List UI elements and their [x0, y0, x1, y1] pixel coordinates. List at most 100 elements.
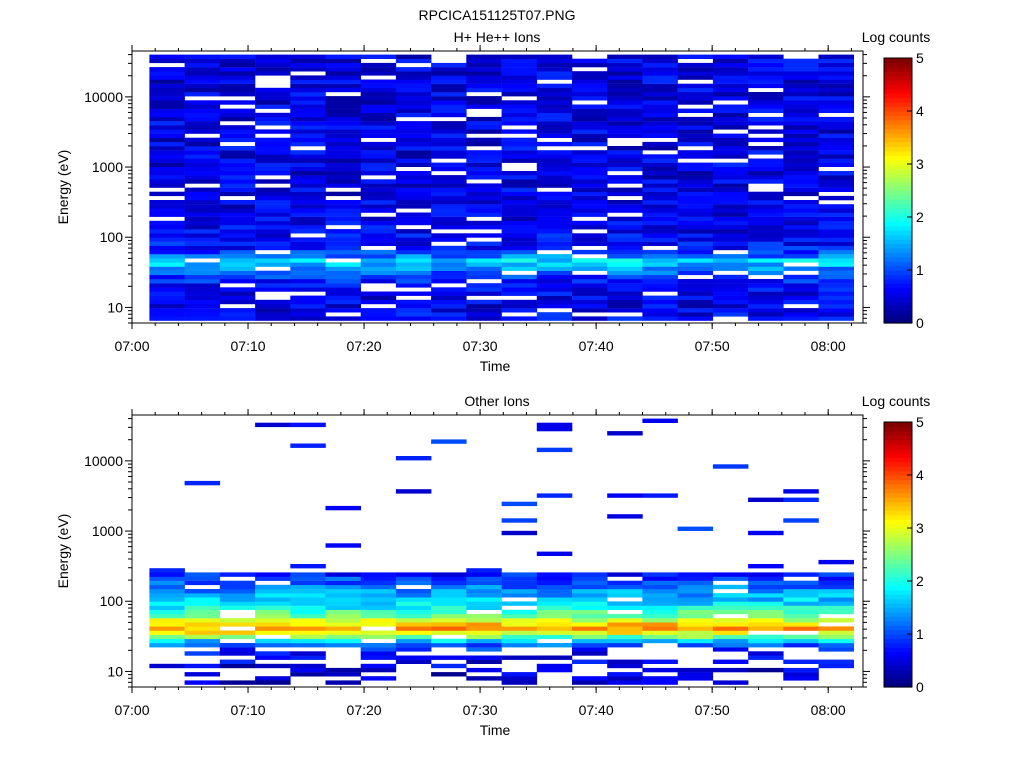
- heatmap-cell: [290, 200, 326, 205]
- heatmap-cell: [395, 303, 432, 309]
- heatmap-cell: [290, 108, 326, 113]
- heatmap-cell: [536, 162, 573, 167]
- heatmap-cell: [712, 283, 749, 288]
- heatmap-cell: [607, 601, 643, 606]
- heatmap-cell: [677, 137, 714, 143]
- heatmap-cell: [219, 154, 256, 159]
- colorbar-swatch: [884, 528, 912, 533]
- heatmap-cell: [501, 618, 538, 623]
- y-tick-label: 1000: [92, 523, 123, 539]
- heatmap-cell: [431, 154, 467, 159]
- heatmap-cell: [219, 129, 256, 134]
- heatmap-cell: [219, 71, 256, 76]
- heatmap-cell: [536, 422, 573, 428]
- heatmap-cell: [466, 287, 502, 292]
- heatmap-cell: [431, 597, 467, 602]
- heatmap-cell: [677, 125, 714, 130]
- heatmap-cell: [325, 133, 361, 138]
- heatmap-cell: [466, 270, 502, 276]
- heatmap-cell: [431, 672, 467, 677]
- heatmap-cell: [219, 651, 256, 656]
- x-tick-label: 07:00: [114, 702, 149, 718]
- heatmap-cell: [748, 580, 784, 586]
- heatmap-cell: [501, 121, 538, 126]
- heatmap-cell: [431, 572, 467, 577]
- heatmap-cell: [748, 220, 784, 226]
- heatmap-cell: [536, 100, 573, 105]
- heatmap-cell: [184, 191, 221, 197]
- heatmap-cell: [712, 58, 749, 64]
- heatmap-cell: [325, 79, 361, 84]
- heatmap-cell: [677, 237, 714, 242]
- heatmap-cell: [501, 208, 538, 213]
- heatmap-cell: [677, 638, 714, 644]
- heatmap-cell: [466, 225, 502, 230]
- heatmap-cell: [395, 258, 432, 263]
- heatmap-cell: [395, 593, 432, 598]
- heatmap-cell: [818, 245, 854, 251]
- heatmap-cell: [431, 439, 467, 444]
- heatmap-cell: [607, 204, 643, 209]
- heatmap-cell: [466, 299, 502, 305]
- heatmap-cell: [466, 312, 502, 317]
- heatmap-cell: [431, 618, 467, 623]
- heatmap-cell: [642, 71, 678, 76]
- heatmap-cell: [642, 75, 678, 80]
- heatmap-cell: [677, 187, 714, 192]
- heatmap-cell: [783, 229, 819, 234]
- heatmap-cell: [431, 638, 467, 644]
- heatmap-cell: [712, 154, 749, 159]
- heatmap-cell: [466, 638, 502, 644]
- x-tick-label: 07:40: [579, 338, 614, 354]
- heatmap-cell: [360, 597, 397, 602]
- heatmap-cell: [290, 672, 326, 677]
- heatmap-cell: [149, 83, 185, 89]
- heatmap-cell: [642, 171, 678, 176]
- heatmap-cell: [395, 647, 432, 652]
- colorbar-swatch: [884, 168, 912, 174]
- heatmap-cell: [748, 497, 784, 502]
- heatmap-cell: [501, 245, 538, 251]
- x-axis-label: Time: [480, 722, 511, 738]
- heatmap-cell: [255, 279, 291, 284]
- heatmap-cell: [149, 166, 185, 172]
- heatmap-cell: [677, 626, 714, 631]
- heatmap-cell: [818, 634, 854, 640]
- heatmap-cell: [607, 299, 643, 305]
- colorbar-swatch: [884, 230, 912, 236]
- heatmap-cell: [431, 303, 467, 309]
- heatmap-cell: [572, 212, 608, 217]
- heatmap-cell: [642, 626, 678, 631]
- heatmap-cell: [642, 187, 678, 192]
- heatmap-cell: [325, 262, 361, 267]
- heatmap-cell: [501, 171, 538, 176]
- heatmap-cell: [748, 283, 784, 288]
- heatmap-cell: [325, 618, 361, 623]
- heatmap-cell: [748, 609, 784, 615]
- heatmap-cell: [395, 150, 432, 155]
- heatmap-cell: [748, 254, 784, 259]
- heatmap-cell: [536, 62, 573, 68]
- heatmap-cell: [255, 212, 291, 217]
- heatmap-cell: [712, 108, 749, 113]
- heatmap-cell: [642, 133, 678, 138]
- heatmap-cell: [677, 258, 714, 263]
- heatmap-cell: [395, 175, 432, 180]
- heatmap-cell: [572, 316, 608, 321]
- heatmap-cell: [395, 83, 432, 89]
- heatmap-cell: [255, 254, 291, 259]
- heatmap-cell: [712, 87, 749, 93]
- heatmap-cell: [255, 233, 291, 238]
- heatmap-cell: [466, 158, 502, 163]
- heatmap-cell: [325, 609, 361, 615]
- heatmap-cell: [466, 584, 502, 590]
- heatmap-cell: [642, 154, 678, 159]
- heatmap-cell: [748, 308, 784, 313]
- heatmap-cell: [572, 274, 608, 280]
- colorbar-swatch: [884, 305, 912, 311]
- heatmap-cell: [149, 137, 185, 143]
- heatmap-cell: [466, 125, 502, 130]
- heatmap-cell: [360, 249, 397, 255]
- colorbar-tick-label: 1: [916, 262, 924, 278]
- heatmap-cell: [501, 220, 538, 226]
